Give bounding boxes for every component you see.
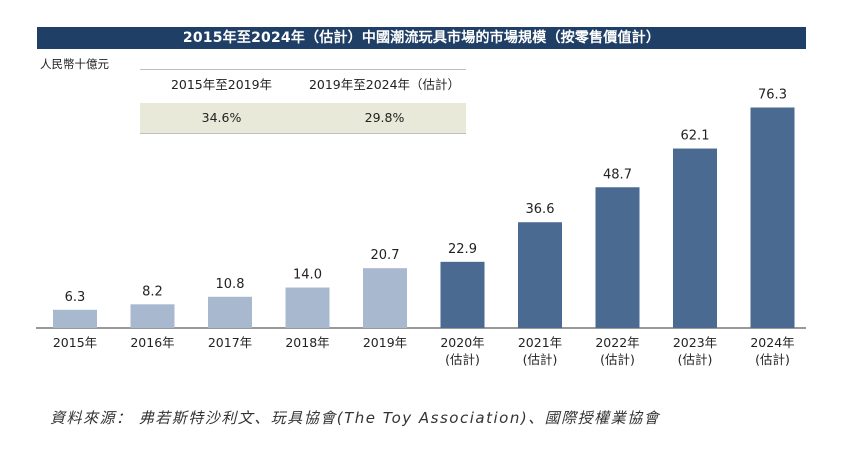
cagr-header-2: 2019年至2024年（估計） [308,77,461,92]
x-tick-label-5-1: (估計) [445,352,480,367]
x-tick-label-9-0: 2024年 [750,335,794,350]
bar-1 [130,304,175,328]
bar-3 [285,287,330,328]
x-tick-label-2-0: 2017年 [208,335,252,350]
bar-value-label-8: 62.1 [681,129,710,144]
x-tick-label-4-0: 2019年 [363,335,407,350]
chart-title: 2015年至2024年（估計）中國潮流玩具市場的市場規模（按零售價值計） [37,27,806,49]
x-tick-label-1-0: 2016年 [130,335,174,350]
y-axis-unit-label: 人民幣十億元 [40,57,109,71]
bar-value-label-5: 22.9 [448,242,477,257]
bar-value-label-3: 14.0 [293,268,322,283]
source-note: 資料來源： 弗若斯特沙利文、玩具協會(The Toy Association)、… [50,409,661,427]
x-tick-label-0-0: 2015年 [53,335,97,350]
bar-7 [595,187,640,328]
cagr-value-2: 29.8% [364,110,405,125]
bar-9 [750,107,795,328]
bar-5 [440,261,485,328]
bar-8 [673,148,717,328]
bar-value-label-6: 36.6 [526,202,555,217]
x-tick-label-7-0: 2022年 [595,335,639,350]
cagr-header-1: 2015年至2019年 [170,77,273,92]
bar-value-label-0: 6.3 [65,290,86,305]
bar-value-label-2: 10.8 [216,277,245,292]
x-tick-label-5-0: 2020年 [440,335,484,350]
bar-6 [518,222,562,328]
bar-4 [363,268,407,328]
bar-value-label-4: 20.7 [371,248,400,263]
x-tick-label-6-0: 2021年 [518,335,562,350]
bar-value-label-9: 76.3 [758,87,787,102]
bar-2 [208,296,252,328]
x-tick-label-8-0: 2023年 [673,335,717,350]
bar-0 [53,309,97,328]
cagr-header-row: 2015年至2019年 2019年至2024年（估計） [140,69,466,100]
x-tick-label-9-1: (估計) [755,352,790,367]
cagr-table: 2015年至2019年 2019年至2024年（估計） 34.6% 29.8% [140,69,466,136]
cagr-value-row: 34.6% 29.8% [140,103,466,134]
x-tick-label-7-1: (估計) [600,352,635,367]
bar-value-label-1: 8.2 [142,284,163,299]
x-tick-label-6-1: (估計) [523,352,558,367]
bar-chart: 6.3 2015年 8.2 2016年 10.8 2017年 14.0 2018年 20.7 20… [36,87,806,367]
cagr-value-1: 34.6% [201,110,242,125]
x-tick-label-8-1: (估計) [678,352,713,367]
x-tick-label-3-0: 2018年 [285,335,329,350]
bar-value-label-7: 48.7 [603,167,632,182]
